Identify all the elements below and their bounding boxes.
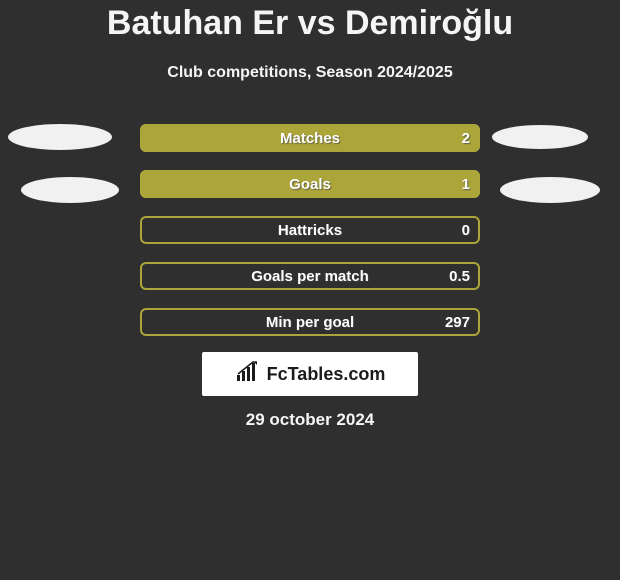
stat-fill (140, 124, 480, 152)
stat-value: 297 (445, 308, 470, 336)
brand-badge: FcTables.com (202, 352, 418, 396)
stat-value: 0.5 (449, 262, 470, 290)
avatar-placeholder (21, 177, 119, 203)
stat-row: Hattricks0 (140, 216, 480, 244)
stat-row: Matches2 (140, 124, 480, 152)
stat-row: Goals per match0.5 (140, 262, 480, 290)
stat-label: Goals per match (140, 262, 480, 290)
stat-value: 0 (462, 216, 470, 244)
page-title: Batuhan Er vs Demiroğlu (0, 4, 620, 43)
stat-border (140, 216, 480, 244)
snapshot-date: 29 october 2024 (0, 410, 620, 430)
stat-border (140, 308, 480, 336)
avatar-placeholder (492, 125, 588, 149)
stat-row: Goals1 (140, 170, 480, 198)
avatar-placeholder (500, 177, 600, 203)
stat-label: Hattricks (140, 216, 480, 244)
stat-row: Min per goal297 (140, 308, 480, 336)
subtitle: Club competitions, Season 2024/2025 (0, 64, 620, 82)
stats-comparison-canvas: Batuhan Er vs Demiroğlu Club competition… (0, 0, 620, 580)
stat-border (140, 262, 480, 290)
stat-label: Min per goal (140, 308, 480, 336)
brand-text: FcTables.com (267, 364, 386, 385)
stat-fill (140, 170, 480, 198)
avatar-placeholder (8, 124, 112, 150)
bars-icon (235, 361, 261, 388)
